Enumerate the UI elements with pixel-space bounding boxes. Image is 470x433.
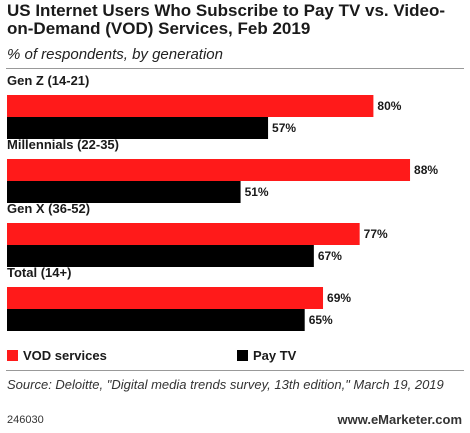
bar-vod-gen-x-36-52 [7, 223, 360, 245]
legend-vod-label: VOD services [23, 348, 107, 363]
category-label-gen-x-36-52: Gen X (36-52) [7, 201, 90, 216]
chart-id: 246030 [7, 414, 44, 426]
chart-subtitle: % of respondents, by generation [7, 46, 223, 63]
bar-paytv-total-14 [7, 309, 305, 331]
legend-vod-swatch [7, 350, 18, 361]
bottom-divider [6, 370, 464, 371]
category-label-gen-z-14-21: Gen Z (14-21) [7, 73, 89, 88]
bar-chart: Gen Z (14-21) 80% 57% Millennials (22-35) 88… [7, 73, 438, 331]
category-label-millennials-22-35: Millennials (22-35) [7, 137, 119, 152]
bar-vod-millennials-22-35 [7, 159, 411, 181]
chart-title: US Internet Users Who Subscribe to Pay T… [7, 1, 446, 38]
legend-paytv-swatch [237, 350, 248, 361]
legend-paytv: Pay TV [237, 348, 296, 363]
legend-paytv-label: Pay TV [253, 348, 297, 363]
bar-paytv-gen-z-14-21 [7, 117, 269, 139]
value-label-vod-total-14: 69% [327, 291, 351, 305]
bar-paytv-millennials-22-35 [7, 181, 241, 203]
value-label-vod-gen-z-14-21: 80% [377, 99, 401, 113]
value-label-vod-gen-x-36-52: 77% [364, 227, 388, 241]
bar-vod-gen-z-14-21 [7, 95, 374, 117]
value-label-paytv-total-14: 65% [309, 313, 333, 327]
bar-vod-total-14 [7, 287, 324, 309]
top-divider [6, 68, 464, 69]
source-note: Source: Deloitte, "Digital media trends … [7, 377, 444, 392]
bar-paytv-gen-x-36-52 [7, 245, 314, 267]
brand-link[interactable]: www.eMarketer.com [337, 412, 462, 427]
legend-vod: VOD services [7, 348, 107, 363]
category-label-total-14: Total (14+) [7, 265, 71, 280]
value-label-paytv-gen-z-14-21: 57% [272, 121, 296, 135]
value-label-paytv-millennials-22-35: 51% [245, 185, 269, 199]
value-label-vod-millennials-22-35: 88% [414, 163, 438, 177]
value-label-paytv-gen-x-36-52: 67% [318, 249, 342, 263]
